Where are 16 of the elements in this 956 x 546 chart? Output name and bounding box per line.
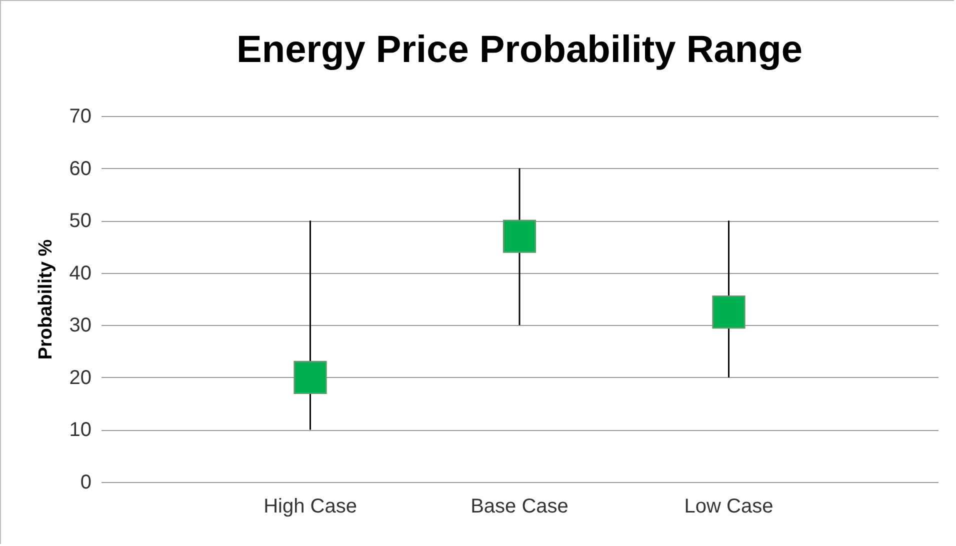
x-tick-label: Base Case <box>470 496 568 518</box>
y-tick-label: 30 <box>69 314 92 337</box>
y-tick-label: 50 <box>69 210 92 232</box>
x-tick-label: High Case <box>264 496 357 518</box>
point <box>712 296 746 329</box>
y-tick-label: 20 <box>69 366 92 389</box>
y-axis-title: Probability % <box>35 239 56 360</box>
y-tick-label: 60 <box>69 158 92 180</box>
point <box>294 360 327 394</box>
chart-title: Energy Price Probability Range <box>236 29 802 71</box>
y-tick-label: 70 <box>69 106 92 128</box>
point <box>502 220 536 253</box>
y-tick-label: 0 <box>80 472 92 494</box>
y-tick-label: 10 <box>69 419 92 442</box>
x-tick-label: Low Case <box>684 496 774 518</box>
y-tick-label: 40 <box>69 262 92 284</box>
